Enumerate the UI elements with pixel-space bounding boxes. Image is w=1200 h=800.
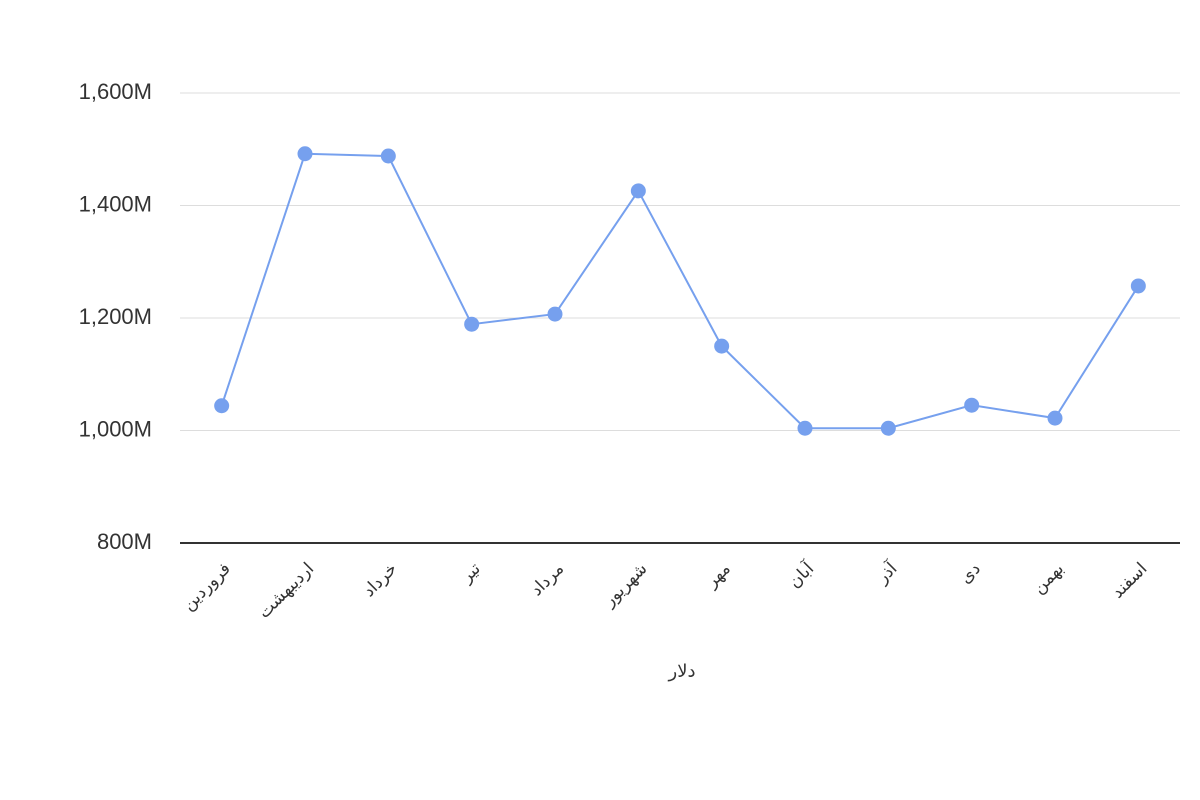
x-axis-title: دلار xyxy=(668,661,696,682)
y-tick-label: 800M xyxy=(97,529,152,554)
data-point xyxy=(1130,278,1146,294)
data-point xyxy=(964,397,980,413)
x-tick-label: مرداد xyxy=(527,559,568,600)
data-point xyxy=(214,398,230,414)
x-tick-label: بهمن xyxy=(1029,559,1068,598)
data-point xyxy=(630,183,646,199)
x-tick-label: شهریور xyxy=(599,559,651,611)
y-tick-label: 1,000M xyxy=(79,416,152,441)
data-point xyxy=(714,338,730,354)
y-tick-label: 1,600M xyxy=(79,79,152,104)
y-tick-label: 1,400M xyxy=(79,191,152,216)
x-tick-label: اسفند xyxy=(1108,559,1152,603)
x-tick-label: اردیبهشت xyxy=(254,559,318,623)
data-point xyxy=(380,148,396,164)
x-tick-label: آذر xyxy=(871,557,903,589)
data-point xyxy=(797,420,813,436)
data-point xyxy=(1047,410,1063,426)
x-tick-label: فروردین xyxy=(179,559,235,615)
x-tick-label: آبان xyxy=(783,557,819,593)
series-line xyxy=(220,152,1140,430)
data-point xyxy=(297,146,313,162)
data-point xyxy=(547,306,563,322)
x-tick-label: مهر xyxy=(701,559,734,592)
x-tick-label: دی xyxy=(956,559,985,588)
data-point xyxy=(464,316,480,332)
x-tick-label: تیر xyxy=(456,559,485,588)
x-tick-label: خرداد xyxy=(359,559,401,601)
data-point xyxy=(880,420,896,436)
y-tick-label: 1,200M xyxy=(79,304,152,329)
